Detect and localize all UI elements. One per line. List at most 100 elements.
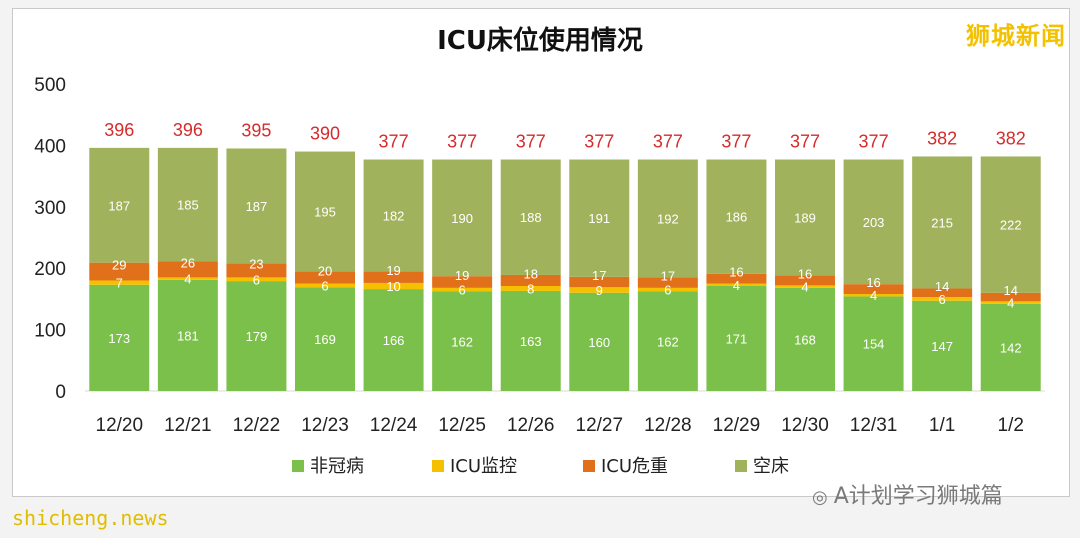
data-label-monitor: 7 [116,276,123,291]
data-label-monitor: 4 [801,280,808,295]
legend-swatch-empty [735,460,747,472]
data-label-monitor: 6 [459,283,466,298]
total-label: 377 [790,132,820,152]
bar-non_covid [295,287,355,391]
bar-empty [89,147,150,263]
bar-empty [569,159,630,277]
wechat-icon: ◎ [812,486,828,508]
total-label: 377 [379,132,409,152]
data-label-non-covid: 179 [246,329,268,344]
bar-critical [295,271,355,284]
bar-empty [706,159,767,274]
data-label-empty: 203 [863,215,885,230]
chart-title: ICU床位使用情况 [437,26,643,56]
total-label: 377 [721,132,751,152]
bar-critical [775,275,835,286]
data-label-critical: 23 [249,256,263,271]
bar-critical [706,273,767,284]
data-label-empty: 215 [931,215,953,230]
data-label-critical: 20 [318,263,332,278]
bar-non_covid [980,303,1041,391]
bar-critical [432,276,493,288]
data-label-monitor: 4 [1007,296,1014,311]
x-tick-label: 12/23 [301,415,349,436]
bar-monitor [157,277,218,280]
bar-non_covid [500,290,561,391]
bar-non_covid [363,289,424,391]
bar-monitor [637,287,698,292]
data-label-monitor: 6 [253,272,260,287]
x-tick-label: 12/20 [96,415,144,436]
bar-empty [843,159,904,285]
data-label-critical: 29 [112,258,126,273]
data-label-non-covid: 163 [520,334,542,349]
bar-critical [912,288,973,298]
data-label-non-covid: 162 [451,334,473,349]
x-tick-label: 12/28 [644,415,692,436]
account-name: A计划学习狮城篇 [833,484,1003,509]
data-label-non-covid: 142 [1000,340,1022,355]
data-label-empty: 187 [246,199,268,214]
bar-empty [226,148,287,264]
x-tick-label: 12/25 [438,415,486,436]
bar-monitor [843,293,904,297]
data-label-empty: 189 [794,211,816,226]
bar-monitor [500,286,561,291]
y-tick-label: 300 [34,198,66,219]
legend-swatch-monitor [432,460,444,472]
bar-empty [500,159,561,275]
data-label-monitor: 8 [527,281,534,296]
bar-non_covid [432,291,493,391]
bar-critical [363,271,424,283]
total-label: 377 [859,132,889,152]
data-label-critical: 18 [523,266,537,281]
bar-critical [157,261,218,278]
data-label-non-covid: 181 [177,328,199,343]
y-tick-label: 500 [34,75,66,96]
bar-monitor [912,297,973,301]
bar-critical [980,292,1041,302]
bar-empty [432,159,493,277]
bar-non_covid [637,291,698,391]
bar-monitor [775,285,835,288]
data-label-empty: 185 [177,198,199,213]
data-label-critical: 16 [729,265,743,280]
bar-empty [912,156,973,289]
bar-non_covid [775,287,835,391]
x-tick-label: 12/26 [507,415,555,436]
data-label-critical: 16 [866,275,880,290]
x-tick-label: 1/1 [929,415,955,436]
legend-swatch-non_covid [292,460,304,472]
bar-monitor [89,280,150,285]
bar-monitor [432,287,493,292]
data-label-non-covid: 160 [588,335,610,350]
data-label-non-covid: 162 [657,334,679,349]
x-tick-label: 12/21 [164,415,212,436]
bar-non_covid [157,279,218,391]
account-watermark: ◎ A计划学习狮城篇 [812,478,1003,510]
y-tick-label: 400 [34,136,66,157]
bar-critical [500,274,561,287]
data-label-critical: 19 [386,263,400,278]
bar-critical [89,262,150,281]
data-label-critical: 26 [181,255,195,270]
bar-non_covid [226,281,287,391]
data-label-empty: 188 [520,210,542,225]
watermark-logo: 狮城新闻 [966,22,1066,50]
data-label-empty: 190 [451,211,473,226]
data-label-monitor: 4 [733,278,740,293]
data-label-critical: 14 [1003,283,1017,298]
data-label-non-covid: 147 [931,339,953,354]
data-label-non-covid: 154 [863,337,885,352]
data-label-monitor: 4 [184,272,191,287]
data-label-monitor: 10 [386,279,400,294]
bar-empty [980,156,1041,293]
bar-monitor [363,282,424,290]
legend-label-non_covid: 非冠病 [310,456,364,477]
bar-non_covid [89,284,150,391]
data-label-non-covid: 168 [794,332,816,347]
total-label: 377 [653,132,683,152]
bar-empty [637,159,698,278]
bar-empty [295,151,355,272]
x-tick-label: 12/24 [370,415,418,436]
